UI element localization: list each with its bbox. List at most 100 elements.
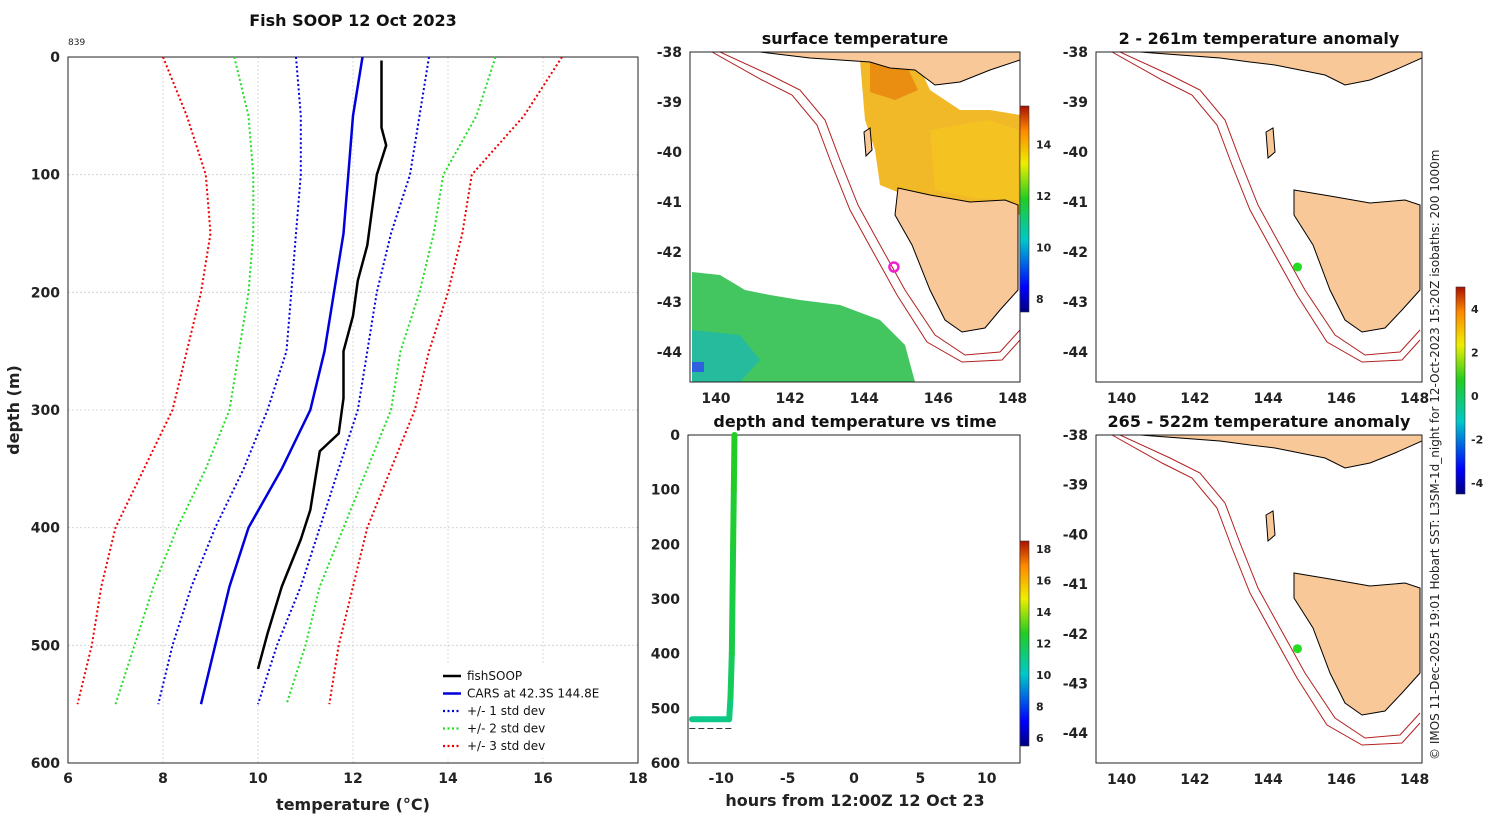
an2-lon-tick-label: 140 (1107, 772, 1136, 788)
an1-lat-tick-label: -42 (1063, 245, 1088, 261)
an2-tasmania (1293, 572, 1421, 716)
an1-lat-tick-label: -40 (1063, 145, 1089, 161)
profile-x-tick-label: 14 (438, 771, 458, 787)
sst-colorbar-tick-label: 14 (1036, 139, 1052, 152)
profile-series-line (285, 56, 497, 705)
profile-series-line (328, 56, 563, 705)
depth-time-x-tick-label: 10 (977, 771, 997, 787)
credit-text: © IMOS 11-Dec-2025 19:01 Hobart SST: L3S… (1428, 150, 1442, 761)
profile-corner-label: 839 (68, 38, 85, 48)
an1-lat-tick-label: -39 (1063, 95, 1088, 111)
profile-y-tick-label: 400 (31, 521, 60, 537)
profile-series-line (256, 60, 388, 670)
sst-map-panel: surface temperature 140 142 144 146 148-38-3… (657, 29, 1052, 407)
depth-time-y-tick-label: 300 (651, 592, 680, 608)
profile-x-tick-label: 12 (343, 771, 362, 787)
anomaly-colorbar-tick-label: 2 (1471, 346, 1479, 359)
sst-lat-tick-label: -42 (657, 245, 682, 261)
an1-lat-tick-label: -44 (1063, 345, 1089, 361)
anomaly-shallow-panel: 2 - 261m temperature anomaly 140 142 144 14… (1063, 29, 1430, 407)
profile-y-tick-label: 300 (31, 403, 60, 419)
depth-time-frame (687, 434, 1021, 764)
an2-lat-tick-label: -39 (1063, 478, 1088, 494)
depth-time-track (688, 432, 738, 730)
an1-lon-tick-label: 144 (1254, 391, 1283, 407)
depth-time-panel: depth and temperature vs time -10 -5 0 5 100… (651, 412, 1052, 810)
depth-time-track-segment (730, 486, 737, 548)
sst-lat-tick-label: -40 (657, 145, 683, 161)
depth-time-track-segment (727, 650, 735, 701)
depth-time-y-tick-label: 600 (651, 756, 680, 772)
an2-mainland (1139, 435, 1422, 469)
profile-x-tick-label: 18 (628, 771, 647, 787)
an1-lon-tick-label: 148 (1400, 391, 1429, 407)
an2-lat-tick-label: -38 (1063, 428, 1088, 444)
an2-lat-tick-label: -44 (1063, 726, 1089, 742)
profile-y-ticks: 0 100 200 300 400 500 600 (31, 50, 60, 772)
sst-lon-tick-label: 144 (850, 391, 879, 407)
profile-series-line (114, 56, 255, 705)
an1-king-island (1265, 127, 1276, 160)
an2-frame (1095, 434, 1423, 764)
sst-lat-tick-label: -38 (657, 45, 682, 61)
profile-y-tick-label: 0 (50, 50, 60, 66)
depth-time-x-tick-label: -5 (780, 771, 796, 787)
profile-x-label: temperature (°C) (276, 795, 430, 814)
an1-frame (1095, 51, 1423, 383)
sst-colorbar-tick-label: 12 (1036, 190, 1051, 203)
sst-patch (930, 120, 1018, 200)
sst-lon-tick-label: 142 (775, 391, 804, 407)
sst-map-title: surface temperature (762, 29, 949, 48)
an2-isobath-1000 (1111, 435, 1421, 746)
sst-map-plot (690, 52, 1020, 382)
anomaly-shallow-plot (1111, 52, 1422, 363)
anomaly-shallow-title: 2 - 261m temperature anomaly (1119, 29, 1400, 48)
profile-x-tick-label: 16 (533, 771, 552, 787)
legend-label: +/- 2 std dev (467, 722, 545, 736)
sst-cold-pixel (692, 362, 704, 372)
profile-legend: fishSOOP CARS at 42.3S 144.8E +/- 1 std de… (436, 664, 634, 758)
sst-warmer-patch (870, 62, 918, 100)
depth-time-title: depth and temperature vs time (713, 412, 996, 431)
an1-lat-tick-label: -38 (1063, 45, 1088, 61)
profile-y-tick-label: 600 (31, 756, 60, 772)
sst-lon-tick-label: 146 (924, 391, 953, 407)
sst-lon-tick-label: 148 (998, 391, 1027, 407)
an1-lon-tick-label: 142 (1180, 391, 1209, 407)
profile-x-tick-label: 8 (158, 771, 168, 787)
sst-colorbar-tick-label: 10 (1036, 242, 1052, 255)
an1-mainland (1139, 52, 1422, 86)
an2-lat-tick-label: -40 (1063, 527, 1089, 543)
depth-time-y-tick-label: 0 (670, 428, 680, 444)
legend-label: +/- 3 std dev (467, 739, 545, 753)
legend-label: +/- 1 std dev (467, 704, 545, 718)
depth-time-colorbar-tick-label: 8 (1036, 701, 1044, 714)
depth-time-x-label: hours from 12:00Z 12 Oct 23 (725, 791, 984, 810)
an2-location-marker (1292, 644, 1302, 654)
depth-time-track-segment (730, 432, 738, 493)
an1-tasmania (1293, 189, 1421, 333)
sst-lat-tick-label: -44 (657, 345, 683, 361)
profile-x-tick-label: 10 (248, 771, 268, 787)
depth-time-y-tick-label: 200 (651, 537, 680, 553)
sst-lon-tick-label: 140 (701, 391, 730, 407)
depth-time-colorbar-tick-label: 14 (1036, 606, 1052, 619)
sst-isobath-200 (719, 52, 1020, 356)
profile-x-ticks: 6 8 10 12 14 16 18 (63, 771, 648, 787)
sst-colorbar-ticks: 8 10 12 14 (1036, 139, 1052, 307)
an2-lon-tick-label: 142 (1180, 772, 1209, 788)
sst-colorbar (1019, 105, 1030, 313)
profile-x-tick-label: 6 (63, 771, 73, 787)
anomaly-colorbar-tick-label: 4 (1471, 303, 1479, 316)
depth-time-y-tick-label: 400 (651, 647, 680, 663)
an1-lon-tick-label: 146 (1327, 391, 1356, 407)
profile-y-tick-label: 200 (31, 285, 60, 301)
sst-mainland (759, 52, 1020, 86)
depth-time-colorbar-ticks: 6 8 10 12 14 16 18 (1036, 543, 1052, 745)
anomaly-colorbar-tick-label: -4 (1471, 477, 1484, 490)
profile-y-tick-label: 100 (31, 168, 60, 184)
depth-time-colorbar-tick-label: 18 (1036, 543, 1051, 556)
depth-time-x-tick-label: -10 (709, 771, 735, 787)
depth-time-track-segment (729, 541, 737, 602)
